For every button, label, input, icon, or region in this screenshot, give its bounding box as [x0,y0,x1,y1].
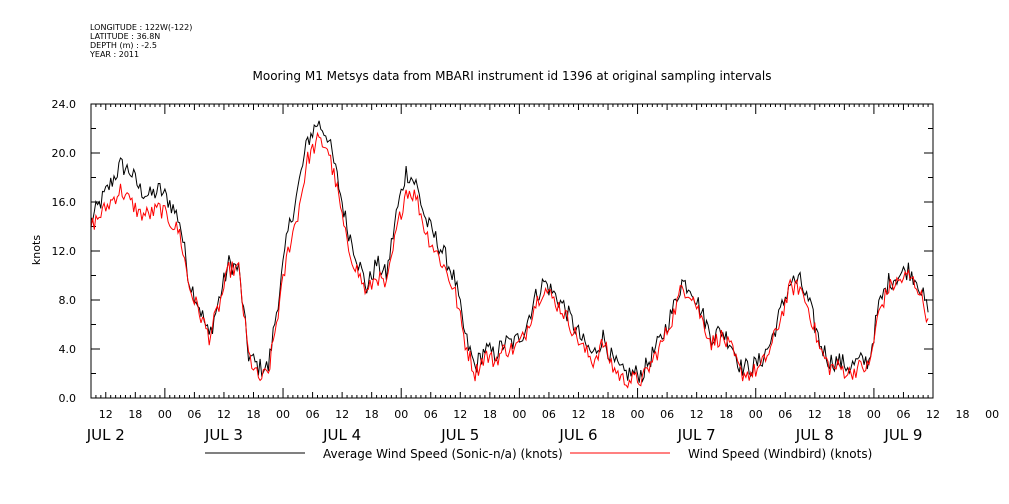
x-tick-label: 00 [985,408,999,421]
x-tick-label: 06 [896,408,910,421]
x-tick-label: 06 [306,408,320,421]
x-tick-label: 12 [217,408,231,421]
day-label: JUL 9 [883,426,922,444]
day-label: JUL 2 [86,426,125,444]
x-tick-label: 06 [424,408,438,421]
latitude-label: LATITUDE : 36.8N [90,32,160,41]
x-tick-label: 12 [453,408,467,421]
x-tick-label: 12 [571,408,585,421]
series-lines [90,120,929,389]
y-tick-label: 24.0 [52,98,77,111]
series-windbird-line [90,131,929,389]
x-tick-label: 18 [956,408,970,421]
x-tick-label: 12 [926,408,940,421]
day-label: JUL 6 [558,426,597,444]
depth-label: DEPTH (m) : -2.5 [90,41,157,50]
legend-label-sonic: Average Wind Speed (Sonic-n/a) (knots) [323,447,563,461]
x-tick-label: 00 [158,408,172,421]
legend-label-windbird: Wind Speed (Windbird) (knots) [688,447,872,461]
y-tick-label: 12.0 [52,245,77,258]
x-tick-label: 12 [690,408,704,421]
longitude-label: LONGITUDE : 122W(-122) [90,23,192,32]
x-tick-label: 12 [808,408,822,421]
day-label: JUL 7 [677,426,716,444]
y-tick-label: 16.0 [52,196,77,209]
series-sonic-line [90,120,929,383]
x-tick-label: 06 [660,408,674,421]
axis-ticks [90,103,934,399]
x-tick-label: 12 [335,408,349,421]
x-tick-label: 00 [512,408,526,421]
x-tick-label: 18 [837,408,851,421]
y-tick-label: 20.0 [52,147,77,160]
x-tick-label: 18 [719,408,733,421]
x-tick-label: 12 [99,408,113,421]
y-tick-label: 0.0 [59,392,77,405]
day-labels: JUL 2 JUL 3 JUL 4 JUL 5 JUL 6 JUL 7 JUL 8 JUL 9 [86,426,923,444]
x-tick-label: 00 [867,408,881,421]
day-label: JUL 8 [795,426,834,444]
x-tick-label: 00 [631,408,645,421]
x-tick-label: 18 [483,408,497,421]
y-tick-label: 4.0 [59,343,77,356]
x-tick-label: 00 [276,408,290,421]
x-tick-label: 18 [128,408,142,421]
x-tick-labels: 12 18 00 06 12 18 00 06 12 18 00 06 12 18 00 06 12 18 00 06… [99,408,999,421]
plot-frame [90,103,934,399]
day-label: JUL 4 [322,426,361,444]
x-tick-label: 06 [778,408,792,421]
y-tick-labels: 0.0 4.0 8.0 12.0 16.0 20.0 24.0 [52,98,77,405]
day-label: JUL 5 [440,426,479,444]
y-axis-label: knots [30,235,43,265]
x-tick-label: 18 [365,408,379,421]
year-label: YEAR : 2011 [89,50,139,59]
x-tick-label: 18 [601,408,615,421]
x-tick-label: 06 [542,408,556,421]
day-label: JUL 3 [204,426,243,444]
x-tick-label: 00 [749,408,763,421]
y-tick-label: 8.0 [59,294,77,307]
x-tick-label: 06 [187,408,201,421]
x-tick-label: 18 [246,408,260,421]
x-tick-label: 00 [394,408,408,421]
chart-title: Mooring M1 Metsys data from MBARI instru… [253,69,772,83]
